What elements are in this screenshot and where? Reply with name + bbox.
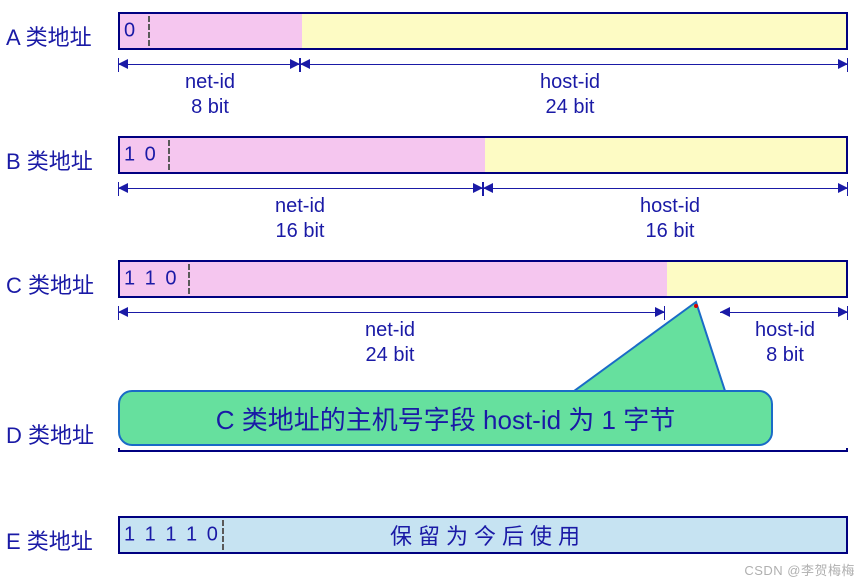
label-class-d: D 类地址	[6, 418, 94, 450]
prefix-e: 1 1 1 1 0	[124, 524, 220, 547]
row-class-a: A 类地址 0 net-id 8 bit host-id 24 bit	[0, 12, 865, 122]
label-class-e: E 类地址	[6, 524, 93, 556]
seg-a-host	[302, 14, 846, 48]
bar-d-underline	[118, 448, 848, 452]
annot-a-net-bits: 8 bit	[191, 96, 229, 118]
seg-c-net	[120, 262, 667, 296]
annot-a-host-label: host-id	[540, 71, 600, 93]
sep-a-prefix	[148, 16, 150, 46]
annot-c-host-bits: 8 bit	[766, 344, 804, 366]
annot-b-host: host-id 16 bit	[600, 194, 740, 244]
sep-c-prefix	[188, 264, 190, 294]
label-class-b: B 类地址	[6, 144, 93, 176]
row-class-b: B 类地址 1 0 net-id 16 bit host-id 16 bit	[0, 136, 865, 246]
dim-b-net	[118, 188, 483, 189]
bar-class-a: 0	[118, 12, 848, 50]
annot-a-host: host-id 24 bit	[490, 70, 650, 120]
bar-class-b: 1 0	[118, 136, 848, 174]
dim-b-host	[483, 188, 848, 189]
sep-e-prefix	[222, 520, 224, 550]
annot-a-net-label: net-id	[185, 71, 235, 93]
label-class-c: C 类地址	[6, 268, 94, 300]
sep-b-prefix	[168, 140, 170, 170]
prefix-c: 1 1 0	[124, 268, 178, 291]
dim-c-net	[118, 312, 665, 313]
seg-b-net	[120, 138, 485, 172]
callout-text: C 类地址的主机号字段 host-id 为 1 字节	[216, 400, 675, 437]
annot-a-net: net-id 8 bit	[150, 70, 270, 120]
watermark: CSDN @李贺梅梅	[744, 560, 855, 579]
row-class-c: C 类地址 1 1 0 net-id 24 bit host-id 8 bit	[0, 260, 865, 370]
bar-class-e: 1 1 1 1 0 保留为今后使用	[118, 516, 848, 554]
annot-a-host-bits: 24 bit	[546, 96, 595, 118]
dim-a-net	[118, 64, 300, 65]
annot-c-net-bits: 24 bit	[366, 344, 415, 366]
seg-b-host	[485, 138, 846, 172]
seg-c-host	[667, 262, 846, 296]
annot-b-net: net-id 16 bit	[240, 194, 360, 244]
annot-b-net-label: net-id	[275, 195, 325, 217]
annot-b-host-label: host-id	[640, 195, 700, 217]
bar-class-c: 1 1 0	[118, 260, 848, 298]
annot-c-net: net-id 24 bit	[330, 318, 450, 368]
label-class-a: A 类地址	[6, 20, 92, 52]
dim-c-host	[720, 312, 848, 313]
dim-a-host	[300, 64, 848, 65]
annot-b-host-bits: 16 bit	[646, 220, 695, 242]
callout-box: C 类地址的主机号字段 host-id 为 1 字节	[118, 390, 773, 446]
annot-c-net-label: net-id	[365, 319, 415, 341]
row-class-e: E 类地址 1 1 1 1 0 保留为今后使用	[0, 516, 865, 566]
reserved-e: 保留为今后使用	[390, 519, 586, 551]
annot-c-host: host-id 8 bit	[725, 318, 845, 368]
annot-c-host-label: host-id	[755, 319, 815, 341]
prefix-b: 1 0	[124, 144, 158, 167]
annot-b-net-bits: 16 bit	[276, 220, 325, 242]
prefix-a: 0	[124, 20, 137, 43]
